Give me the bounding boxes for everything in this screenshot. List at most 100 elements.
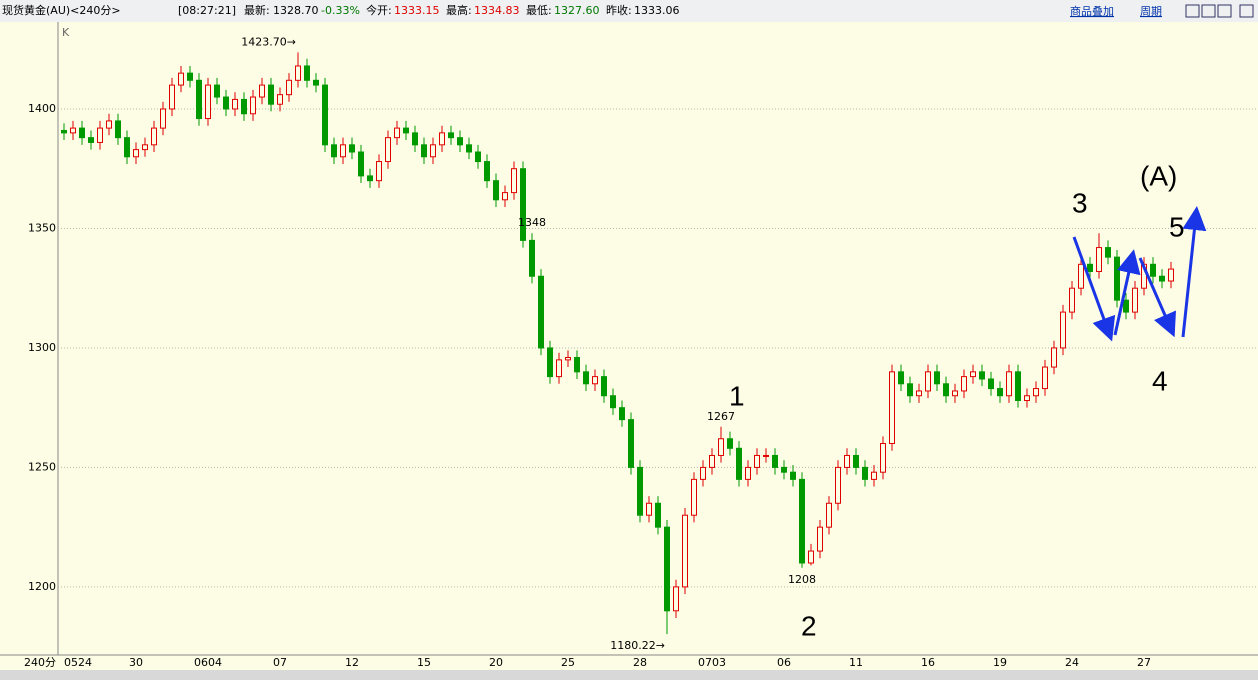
candle-body xyxy=(1024,395,1030,402)
x-tick-label: 11 xyxy=(849,656,863,669)
button[interactable] xyxy=(1185,4,1200,18)
candle-body xyxy=(106,120,112,129)
label: 最高: xyxy=(446,3,472,17)
candle-body xyxy=(340,144,346,158)
candle-body xyxy=(250,96,256,115)
candle-body xyxy=(286,79,292,96)
candle-body xyxy=(430,144,436,158)
candle-body xyxy=(457,137,463,146)
period-label: 240分 xyxy=(24,656,56,669)
value: 1333.06 xyxy=(634,4,680,17)
extreme-label: 1423.70→ xyxy=(241,35,296,48)
candle-body xyxy=(682,514,688,588)
candle-body xyxy=(1015,371,1021,402)
candle-body xyxy=(763,454,769,457)
candle-body xyxy=(1132,287,1138,313)
plot-bg xyxy=(0,22,1258,670)
button[interactable] xyxy=(1201,4,1216,18)
candle-body xyxy=(547,347,553,378)
candle-body xyxy=(502,192,508,201)
candle-body xyxy=(871,471,877,480)
candle-body xyxy=(493,180,499,201)
x-tick-label: 07 xyxy=(273,656,287,669)
period-link[interactable]: 周期 xyxy=(1140,5,1162,18)
candle-body xyxy=(142,144,148,151)
candle-body xyxy=(736,447,742,480)
arrow xyxy=(1181,206,1207,338)
candle-body xyxy=(1069,287,1075,313)
candle-body xyxy=(1087,263,1093,272)
x-tick-label: 15 xyxy=(417,656,431,669)
y-tick-label: 1200 xyxy=(28,580,56,593)
candle-body xyxy=(862,466,868,480)
label: 昨收: xyxy=(606,3,632,17)
candle-body xyxy=(880,443,886,473)
candle-body xyxy=(421,144,427,158)
extreme-label: 1208 xyxy=(788,573,816,586)
button[interactable] xyxy=(1217,4,1232,18)
label: 最低: xyxy=(526,4,552,17)
candle-body xyxy=(367,175,373,182)
button[interactable] xyxy=(1239,4,1254,18)
value: 1328.70 xyxy=(273,4,319,17)
candle-body xyxy=(799,478,805,564)
candle-body xyxy=(79,127,85,139)
candle-body xyxy=(844,454,850,468)
candle-body xyxy=(673,586,679,612)
candle-body xyxy=(160,108,166,129)
candle-body xyxy=(1105,247,1111,258)
candle-body xyxy=(565,356,571,361)
candle-body xyxy=(439,132,445,146)
candle-body xyxy=(115,120,121,139)
candle-body xyxy=(511,168,517,194)
candle-body xyxy=(979,371,985,380)
candle-body xyxy=(1159,275,1165,282)
x-tick-label: 0604 xyxy=(194,656,222,669)
label: 最新: xyxy=(244,3,270,17)
x-tick-label: 06 xyxy=(777,656,791,669)
symbol: 现货黄金(AU)<240分> xyxy=(2,3,121,17)
candle-body xyxy=(916,390,922,397)
candle-body xyxy=(943,383,949,397)
candle-body xyxy=(538,275,544,349)
x-tick-label: 28 xyxy=(633,656,647,669)
candle-body xyxy=(952,390,958,397)
candle-body xyxy=(655,502,661,528)
arrow xyxy=(1113,249,1141,336)
candle-body xyxy=(295,65,301,81)
candle-body xyxy=(646,502,652,516)
candle-body xyxy=(997,388,1003,397)
header-bar xyxy=(0,0,1258,22)
candle-body xyxy=(691,478,697,516)
candle-body xyxy=(475,151,481,163)
candle-body xyxy=(808,550,814,564)
candle-body xyxy=(1168,268,1174,282)
candle-body xyxy=(556,359,562,378)
candle-body xyxy=(772,454,778,468)
candle-body xyxy=(889,371,895,445)
candle-body xyxy=(1096,247,1102,272)
candle-body xyxy=(1006,371,1012,397)
extreme-label: 1180.22→ xyxy=(610,639,665,652)
indicator: K xyxy=(62,26,70,39)
candle-body xyxy=(970,371,976,378)
candle-body xyxy=(196,79,202,120)
x-tick-label: 0524 xyxy=(64,656,92,669)
candle-body xyxy=(448,132,454,139)
candle-body xyxy=(466,144,472,153)
candle-body xyxy=(934,371,940,385)
extreme-label: 1348 xyxy=(518,216,546,229)
overlay-link[interactable]: 商品叠加 xyxy=(1070,4,1114,18)
candle-body xyxy=(376,161,382,182)
candle-body xyxy=(520,168,526,241)
candle-body xyxy=(133,149,139,158)
label: 今开: xyxy=(366,3,392,17)
candle-body xyxy=(214,84,220,98)
candle-body xyxy=(322,84,328,146)
wave-label: 3 xyxy=(1072,187,1088,218)
candle-body xyxy=(88,137,94,143)
candle-body xyxy=(1060,311,1066,349)
x-tick-label: 24 xyxy=(1065,656,1079,669)
